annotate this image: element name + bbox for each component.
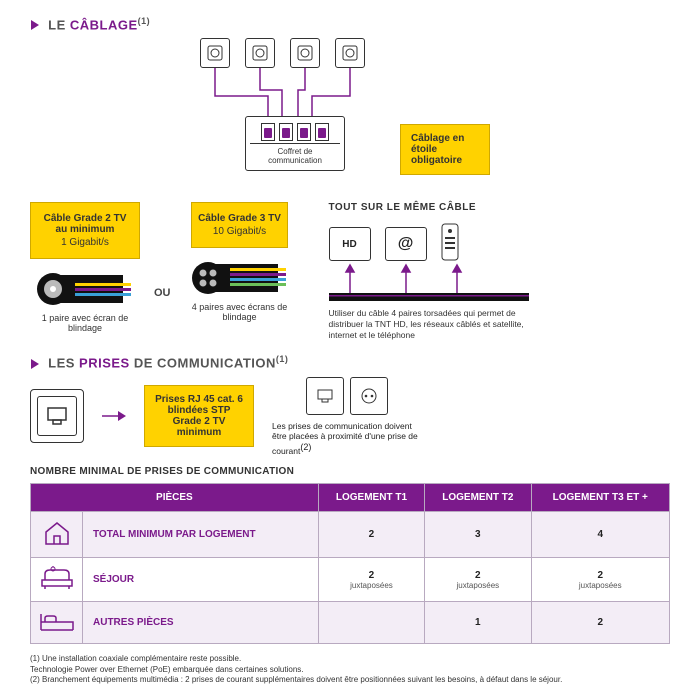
cable-grade2-caption: 1 paire avec écran de blindage [30,313,140,333]
th-t1: LOGEMENT T1 [318,484,424,512]
communication-hub: Coffret de communication [245,116,345,171]
th-pieces: PIÈCES [31,484,319,512]
rj45-mini-icon [306,377,344,415]
footnotes: (1) Une installation coaxiale complément… [30,654,670,685]
cell: 4 [531,512,669,558]
chevron-right-icon [30,359,40,369]
rj45-port-icon [46,406,68,426]
row-icon [31,602,83,644]
row-label: SÉJOUR [83,558,319,602]
same-cable-panel: TOUT SUR LE MÊME CÂBLE HD @ Utiliser du … [329,202,539,340]
row-label: TOTAL MINIMUM PAR LOGEMENT [83,512,319,558]
cell: 2juxtaposées [318,558,424,602]
table-row: SÉJOUR2juxtaposées2juxtaposées2juxtaposé… [31,558,670,602]
prises-row: Prises RJ 45 cat. 6 blindées STP Grade 2… [30,377,670,457]
table-title: NOMBRE MINIMAL DE PRISES DE COMMUNICATIO… [30,466,670,477]
th-t2: LOGEMENT T2 [425,484,531,512]
same-cable-title: TOUT SUR LE MÊME CÂBLE [329,202,539,213]
cable-options-row: Câble Grade 2 TV au minimum 1 Gigabit/s … [30,202,670,340]
hd-icon: HD [329,227,371,261]
prises-table: PIÈCES LOGEMENT T1 LOGEMENT T2 LOGEMENT … [30,483,670,644]
hub-label: Coffret de communication [250,144,340,170]
power-socket-icon [350,377,388,415]
cable-grade3-box: Câble Grade 3 TV 10 Gigabit/s [191,202,288,248]
arrow-right-icon [102,410,126,422]
cable-arrows [329,263,529,303]
section-cablage-title: LE CÂBLAGE(1) [30,16,670,32]
table-row: TOTAL MINIMUM PAR LOGEMENT234 [31,512,670,558]
wiring-diagram: Coffret de communication Câblage en étoi… [100,38,600,198]
table-row: AUTRES PIÈCES 12 [31,602,670,644]
cell: 2juxtaposées [425,558,531,602]
rj45-spec-box: Prises RJ 45 cat. 6 blindées STP Grade 2… [144,385,254,447]
row-icon [31,512,83,558]
th-t3: LOGEMENT T3 ET + [531,484,669,512]
wall-socket-icon [290,38,320,68]
wall-socket-icon [200,38,230,68]
cell: 2juxtaposées [531,558,669,602]
section-prises-title: LES PRISES DE COMMUNICATION(1) [30,354,670,370]
cable-grade3: Câble Grade 3 TV 10 Gigabit/s 4 paires a… [185,202,295,322]
wall-socket-icon [335,38,365,68]
ou-separator: OU [154,243,171,299]
cell: 1 [425,602,531,644]
chevron-right-icon [30,20,40,30]
rj45-socket-icon [30,389,84,443]
cable-1pair-icon [35,269,135,309]
prises-proximity-note: Les prises de communication doivent être… [272,421,422,457]
wall-socket-icon [245,38,275,68]
cell: 2 [531,602,669,644]
cable-grade2-box: Câble Grade 2 TV au minimum 1 Gigabit/s [30,202,140,259]
star-wiring-note: Câblage en étoile obligatoire [400,124,490,175]
cell [318,602,424,644]
row-label: AUTRES PIÈCES [83,602,319,644]
cable-grade2: Câble Grade 2 TV au minimum 1 Gigabit/s … [30,202,140,333]
at-icon: @ [385,227,427,261]
remote-icon [441,223,459,261]
cable-4pair-icon [190,258,290,298]
socket-pair [306,377,388,415]
same-cable-desc: Utiliser du câble 4 paires torsadées qui… [329,308,539,340]
cell: 3 [425,512,531,558]
row-icon [31,558,83,602]
cell: 2 [318,512,424,558]
cable-grade3-caption: 4 paires avec écrans de blindage [185,302,295,322]
